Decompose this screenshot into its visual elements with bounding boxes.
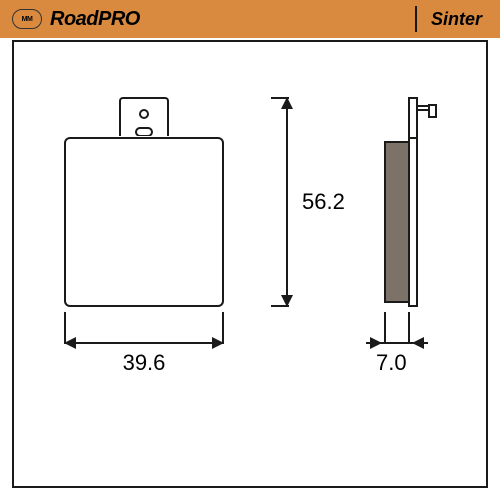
dimension-thickness: 7.0: [384, 342, 444, 372]
side-pin-icon: [416, 105, 432, 111]
drawing-canvas: 56.2 39.6 7.0: [12, 40, 488, 488]
brand-block: MM RoadPRO: [12, 8, 140, 31]
dimension-line: [286, 97, 288, 307]
extension-line: [408, 312, 410, 344]
dimension-height: 56.2: [274, 97, 304, 307]
dimension-thickness-value: 7.0: [376, 350, 407, 376]
mounting-slot-icon: [135, 127, 153, 137]
front-view: [64, 97, 224, 307]
dimension-width: 39.6: [64, 342, 224, 372]
pad-body-outline: [64, 137, 224, 307]
dimension-width-value: 39.6: [64, 350, 224, 376]
extension-line: [384, 312, 386, 344]
brand-name: RoadPRO: [50, 8, 140, 31]
arrow-right-icon: [212, 337, 224, 349]
side-view: [384, 97, 424, 307]
dimension-line: [64, 342, 224, 344]
compound-label: Sinter: [431, 9, 482, 30]
header-right: Sinter: [415, 6, 482, 32]
header-divider: [415, 6, 417, 32]
side-tab-outline: [408, 97, 418, 139]
brand-prefix: Road: [50, 8, 98, 30]
pad-tab-outline: [119, 97, 169, 139]
arrow-left-icon: [64, 337, 76, 349]
arrow-up-icon: [281, 97, 293, 109]
arrow-down-icon: [281, 295, 293, 307]
logo-icon: MM: [12, 9, 42, 29]
arrow-right-icon: [412, 337, 424, 349]
mounting-hole-icon: [139, 109, 149, 119]
arrow-left-icon: [370, 337, 382, 349]
dimension-height-value: 56.2: [302, 189, 345, 215]
header-bar: MM RoadPRO Sinter: [0, 0, 500, 38]
side-friction-material: [384, 141, 410, 303]
brand-suffix: PRO: [98, 8, 140, 30]
